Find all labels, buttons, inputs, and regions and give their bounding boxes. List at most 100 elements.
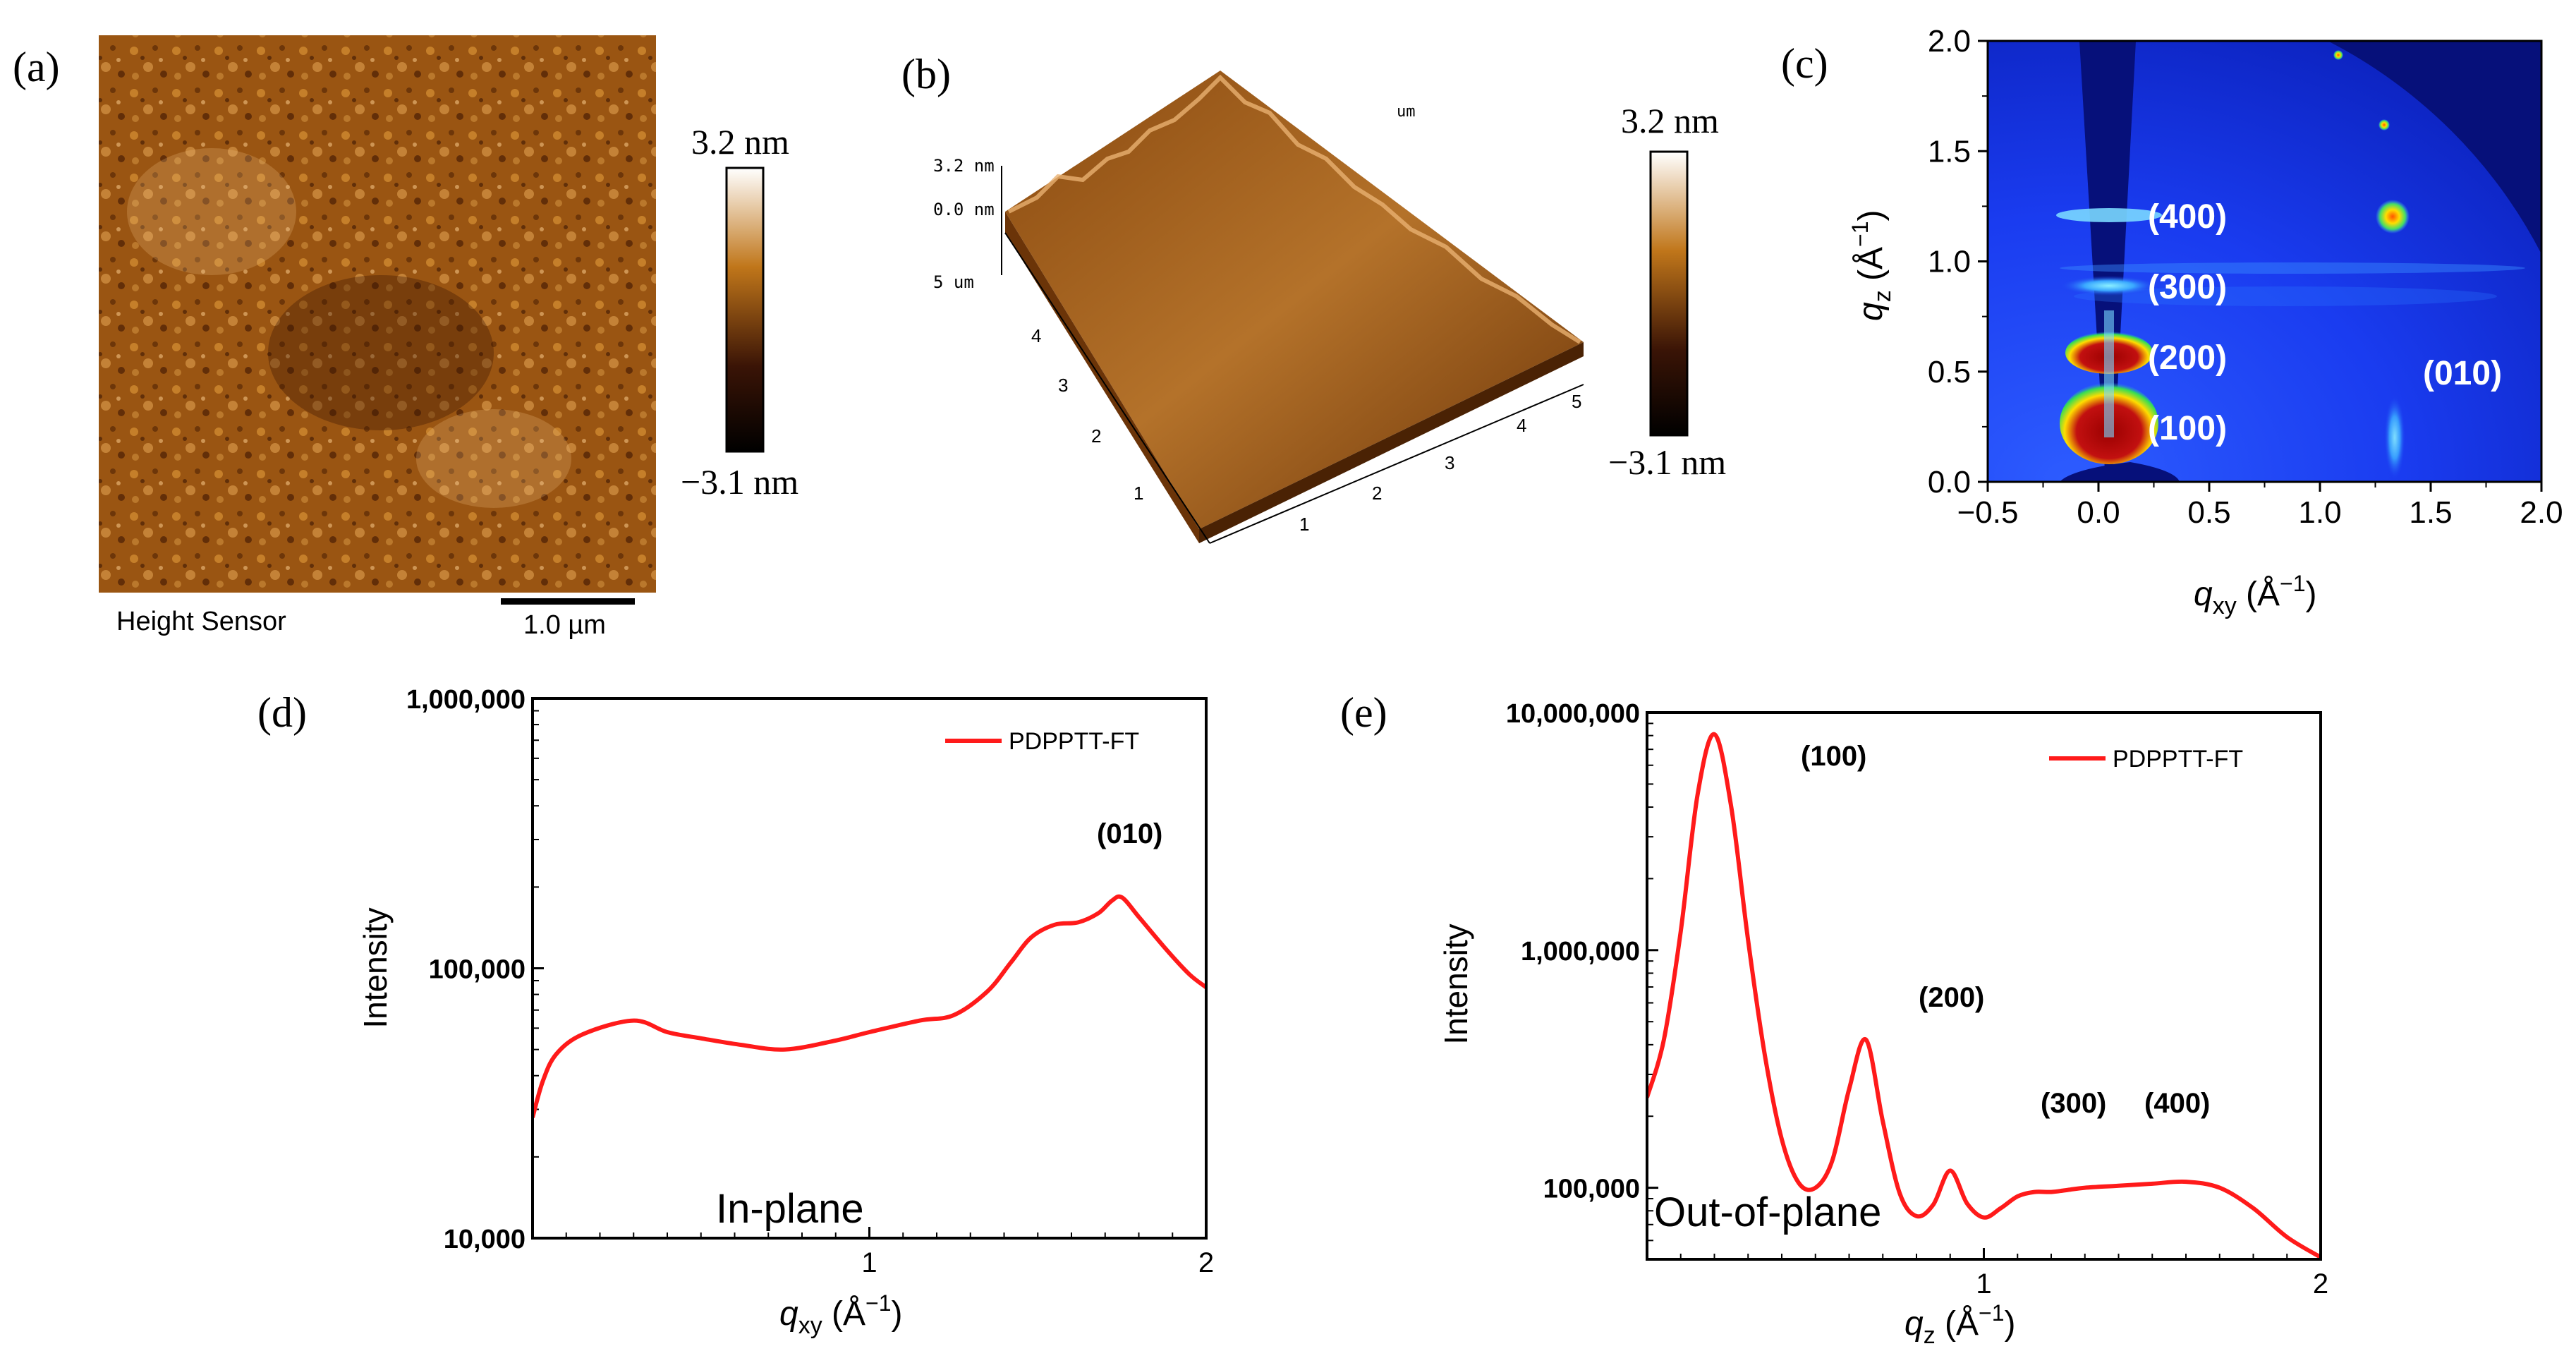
- c-ylabel: qz (Å−1): [1847, 210, 1896, 321]
- axis-unit-label: um: [1397, 103, 1416, 121]
- x-tick-label: 2: [1372, 483, 1382, 504]
- d-peak-label-010: (010): [1097, 818, 1162, 849]
- x-tick-label: 3: [1445, 452, 1454, 473]
- d-xlabel: qxy (Å−1): [779, 1290, 903, 1339]
- scale-bar: [501, 598, 635, 605]
- peak-spot-400: [2056, 208, 2162, 222]
- y-tick-label: 1: [1134, 483, 1143, 504]
- plot-frame-e: [1646, 711, 2322, 1261]
- panel-c: (c) −0.5 0.0 0.5 1.0 1.5 2.00.00.51.01.52.0 (…: [1781, 24, 2563, 619]
- y-tick-label: 10,000,000: [1506, 699, 1640, 729]
- afm-bright-domain: [127, 148, 296, 275]
- afm-3d-side: [1199, 342, 1584, 543]
- x-tick-label: 2: [1198, 1247, 1214, 1278]
- z-label-side: 5 um: [933, 272, 974, 292]
- e-peak-label-300: (300): [2041, 1088, 2106, 1119]
- substrate-spot: [2333, 50, 2343, 60]
- peak-label-200: (200): [2148, 339, 2227, 377]
- y-tick-label: 100,000: [1543, 1175, 1640, 1204]
- y-tick-label: 1,000,000: [1521, 937, 1640, 967]
- x-tick-label: 1.0: [2298, 495, 2341, 530]
- c-axes: −0.5 0.0 0.5 1.0 1.5 2.00.00.51.01.52.0: [1928, 24, 2563, 530]
- panel-a: (a) 3.2 nm −3.1 nm Height Sensor 1.0 µm: [13, 35, 798, 640]
- axis-x-3d: [1209, 384, 1584, 544]
- e-peak-label-100: (100): [1801, 741, 1866, 772]
- afm-scale-min: −3.1 nm: [681, 462, 798, 502]
- panel-label-e: (e): [1340, 689, 1387, 736]
- y-tick-label: 4: [1031, 325, 1041, 346]
- d-region-label: In-plane: [716, 1186, 864, 1232]
- x-tick-label: 5: [1572, 391, 1581, 412]
- y-tick-label: 10,000: [444, 1225, 525, 1254]
- x-tick-label: 2: [2313, 1268, 2328, 1300]
- x-tick-label: −0.5: [1957, 495, 2019, 530]
- panel-b: (b) 3.2 nm 0.0 nm 5 um um 1 2 3 4 1 2 3 …: [901, 51, 1726, 544]
- afm-bright-domain: [416, 409, 571, 508]
- peak-label-300: (300): [2148, 269, 2227, 306]
- y-tick-label: 0.0: [1928, 465, 1971, 499]
- plot-frame-d: [531, 697, 1208, 1240]
- y-tick-label: 1,000,000: [406, 685, 525, 715]
- afm-3d-ridge: [1007, 74, 1581, 344]
- chart-e: 100,000 1,000,000 10,000,000 1 2: [1506, 699, 2328, 1300]
- z-label-zero: 0.0 nm: [933, 200, 995, 219]
- peak-label-100: (100): [2148, 410, 2227, 447]
- panel-label-b: (b): [901, 51, 951, 97]
- x-tick-label: 1: [1976, 1268, 1991, 1300]
- afm-color-scale: [725, 166, 765, 453]
- legend-label-e: PDPPTT-FT: [2113, 746, 2243, 773]
- y-tick-label: 3: [1058, 375, 1068, 396]
- panel-label-d: (d): [257, 689, 307, 736]
- x-tick-label: 4: [1517, 415, 1526, 436]
- afm3d-scale-max: 3.2 nm: [1621, 101, 1719, 140]
- arc-wide: [2074, 286, 2497, 306]
- afm3d-color-scale: [1649, 150, 1689, 437]
- peak-spot-300: [2060, 276, 2158, 296]
- afm-scale-max: 3.2 nm: [691, 122, 789, 162]
- x-tick-label: 0.5: [2187, 495, 2230, 530]
- axis-y-3d: [1004, 232, 1210, 544]
- peak-010-streak: [2384, 395, 2405, 480]
- peak-label-010: (010): [2423, 355, 2502, 392]
- giwaxs-detector-edge: [2328, 41, 2541, 254]
- x-tick-label: 1.5: [2409, 495, 2452, 530]
- x-tick-label: 2.0: [2520, 495, 2563, 530]
- y-tick-label: 1.0: [1928, 245, 1971, 279]
- series-line: [533, 894, 1206, 1118]
- d-ylabel: Intensity: [357, 907, 394, 1028]
- afm-3d-side: [1005, 212, 1199, 543]
- afm-3d-surface: [1005, 71, 1584, 529]
- afm3d-scale-min: −3.1 nm: [1608, 442, 1726, 482]
- y-tick-label: 100,000: [429, 955, 525, 985]
- specular-streak: [2104, 310, 2114, 437]
- e-peak-label-400: (400): [2144, 1088, 2210, 1119]
- peak-label-400: (400): [2148, 198, 2227, 236]
- e-ylabel: Intensity: [1438, 923, 1474, 1044]
- legend-label-d: PDPPTT-FT: [1009, 728, 1139, 755]
- x-tick-label: 1: [1299, 514, 1309, 535]
- series-line: [1647, 732, 2321, 1259]
- y-tick-label: 2: [1091, 425, 1101, 447]
- afm-height-image: [99, 35, 656, 593]
- z-label-top: 3.2 nm: [933, 156, 995, 176]
- afm-dark-domain: [268, 275, 494, 430]
- panel-label-c: (c): [1781, 40, 1828, 87]
- e-region-label: Out-of-plane: [1654, 1189, 1881, 1235]
- e-xlabel: qz (Å−1): [1904, 1300, 2016, 1349]
- horizon-shadow: [2060, 462, 2180, 482]
- e-peak-label-200: (200): [1919, 982, 1984, 1013]
- giwaxs-image: [1988, 41, 2541, 482]
- panel-d: (d) 10,000 100,000 1,000,000 1 2 Intensity q…: [257, 685, 1214, 1339]
- y-tick-label: 0.5: [1928, 355, 1971, 389]
- panel-e: (e) 100,000 1,000,000 10,000,000 1 2 Intensi…: [1340, 689, 2328, 1349]
- afm-caption: Height Sensor: [116, 607, 286, 636]
- substrate-spot: [2378, 119, 2390, 131]
- panel-label-a: (a): [13, 44, 60, 90]
- beamstop-shadow: [2079, 41, 2136, 482]
- x-tick-label: 0.0: [2077, 495, 2120, 530]
- x-tick-label: 1: [861, 1247, 877, 1278]
- substrate-spot: [2376, 200, 2410, 234]
- arc-400: [2060, 262, 2525, 274]
- c-xlabel: qxy (Å−1): [2194, 571, 2317, 619]
